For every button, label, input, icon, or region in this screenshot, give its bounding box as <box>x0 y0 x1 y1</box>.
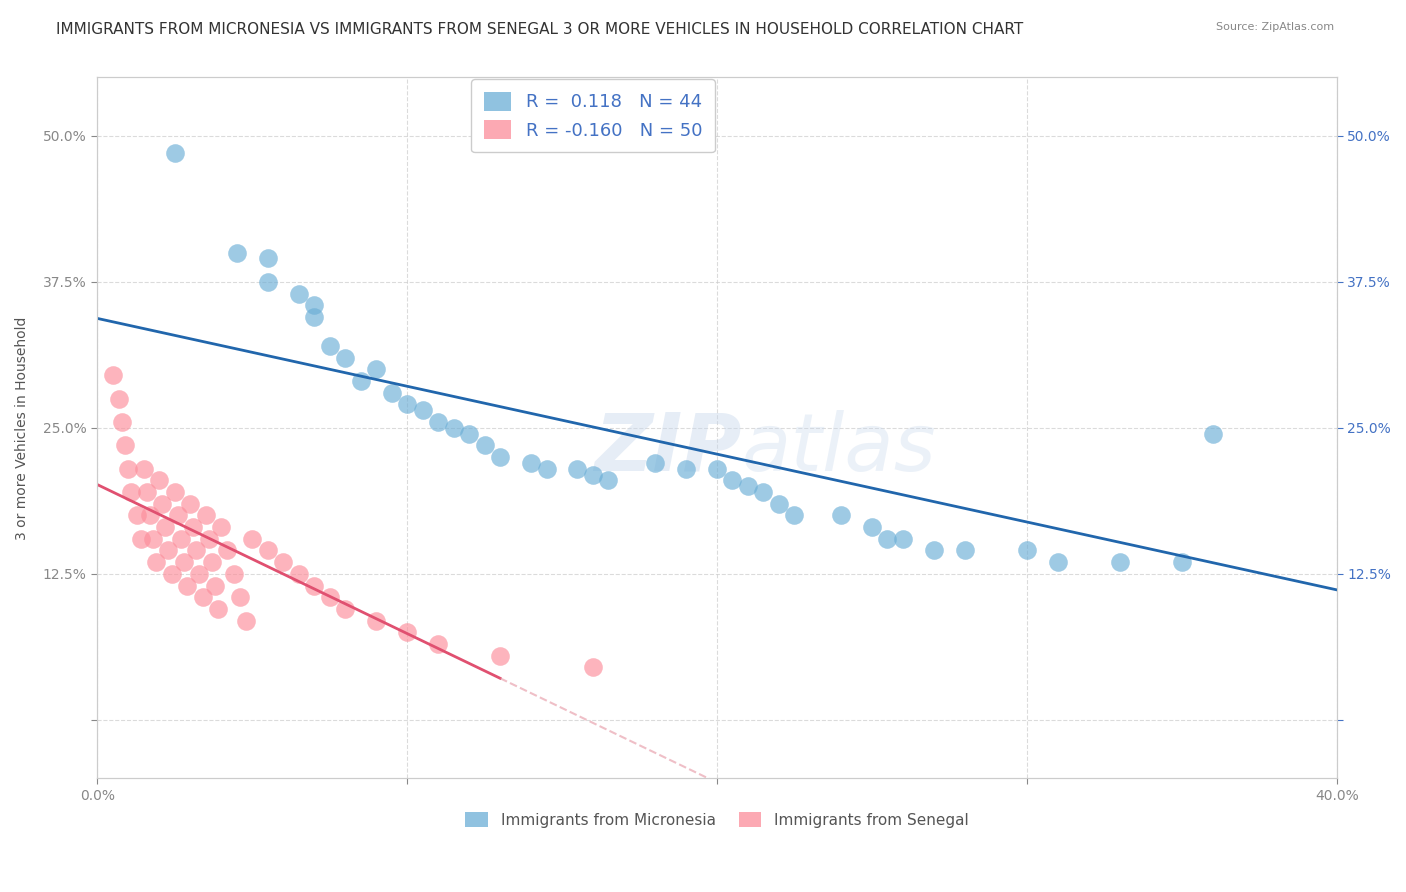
Point <box>443 421 465 435</box>
Point <box>181 520 204 534</box>
Point <box>127 508 149 523</box>
Point <box>860 520 883 534</box>
Point <box>768 497 790 511</box>
Point <box>256 543 278 558</box>
Point <box>396 625 419 640</box>
Point <box>139 508 162 523</box>
Point <box>520 456 543 470</box>
Point <box>752 485 775 500</box>
Point <box>396 397 419 411</box>
Point <box>179 497 201 511</box>
Point <box>222 566 245 581</box>
Point <box>536 461 558 475</box>
Point <box>412 403 434 417</box>
Point <box>1171 555 1194 569</box>
Point <box>302 310 325 324</box>
Point <box>117 461 139 475</box>
Point <box>302 578 325 592</box>
Point <box>271 555 294 569</box>
Point <box>173 555 195 569</box>
Point <box>114 438 136 452</box>
Point <box>132 461 155 475</box>
Point <box>256 252 278 266</box>
Point <box>783 508 806 523</box>
Point <box>489 648 512 663</box>
Point <box>302 298 325 312</box>
Point <box>256 275 278 289</box>
Point <box>217 543 239 558</box>
Point <box>176 578 198 592</box>
Point <box>333 602 356 616</box>
Point <box>108 392 131 406</box>
Text: ZIP: ZIP <box>595 409 742 488</box>
Point <box>209 520 232 534</box>
Point <box>349 374 371 388</box>
Point <box>166 508 188 523</box>
Point <box>318 590 340 604</box>
Point <box>380 385 402 400</box>
Point <box>163 485 186 500</box>
Point <box>287 286 309 301</box>
Point <box>333 351 356 365</box>
Point <box>157 543 180 558</box>
Point <box>891 532 914 546</box>
Point <box>876 532 898 546</box>
Point <box>197 532 219 546</box>
Point <box>427 415 450 429</box>
Text: atlas: atlas <box>742 409 936 488</box>
Point <box>163 146 186 161</box>
Point <box>364 362 387 376</box>
Point <box>287 566 309 581</box>
Point <box>111 415 134 429</box>
Point <box>148 474 170 488</box>
Point <box>186 543 208 558</box>
Point <box>721 474 744 488</box>
Point <box>598 474 620 488</box>
Point <box>129 532 152 546</box>
Point <box>170 532 193 546</box>
Point <box>489 450 512 464</box>
Point <box>953 543 976 558</box>
Point <box>135 485 157 500</box>
Point <box>922 543 945 558</box>
Point <box>830 508 852 523</box>
Point <box>737 479 759 493</box>
Point <box>160 566 183 581</box>
Point <box>207 602 229 616</box>
Point <box>364 614 387 628</box>
Point <box>142 532 165 546</box>
Point <box>201 555 224 569</box>
Point <box>706 461 728 475</box>
Point <box>235 614 257 628</box>
Y-axis label: 3 or more Vehicles in Household: 3 or more Vehicles in Household <box>15 316 30 540</box>
Point <box>1046 555 1069 569</box>
Point <box>191 590 214 604</box>
Point <box>427 637 450 651</box>
Text: Source: ZipAtlas.com: Source: ZipAtlas.com <box>1216 22 1334 32</box>
Point <box>229 590 252 604</box>
Legend: Immigrants from Micronesia, Immigrants from Senegal: Immigrants from Micronesia, Immigrants f… <box>460 805 974 834</box>
Point <box>1015 543 1038 558</box>
Point <box>150 497 173 511</box>
Point <box>145 555 167 569</box>
Point <box>204 578 226 592</box>
Point <box>474 438 496 452</box>
Point <box>567 461 589 475</box>
Point <box>675 461 697 475</box>
Point <box>120 485 142 500</box>
Point <box>1108 555 1130 569</box>
Point <box>240 532 263 546</box>
Point <box>225 245 247 260</box>
Point <box>582 660 605 674</box>
Point <box>188 566 211 581</box>
Point <box>458 426 481 441</box>
Point <box>318 339 340 353</box>
Text: IMMIGRANTS FROM MICRONESIA VS IMMIGRANTS FROM SENEGAL 3 OR MORE VEHICLES IN HOUS: IMMIGRANTS FROM MICRONESIA VS IMMIGRANTS… <box>56 22 1024 37</box>
Point <box>644 456 666 470</box>
Point <box>1202 426 1225 441</box>
Point <box>194 508 217 523</box>
Point <box>101 368 124 383</box>
Point <box>582 467 605 482</box>
Point <box>155 520 177 534</box>
